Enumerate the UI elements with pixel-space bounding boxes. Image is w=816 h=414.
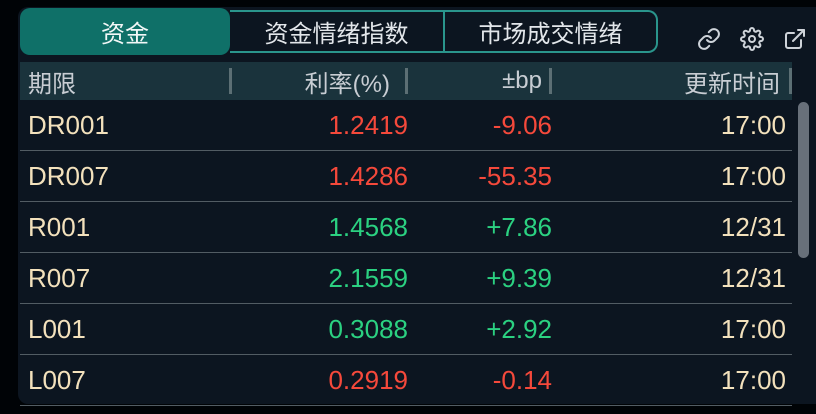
bp-change-cell: -9.06 <box>492 109 552 140</box>
bp-change-cell: +2.92 <box>486 313 552 344</box>
column-header: 利率(%) <box>232 62 408 100</box>
term-cell: L007 <box>28 364 86 395</box>
inactive-tabs-group: 资金情绪指数 市场成交情绪 <box>230 10 658 53</box>
table-header: 期限 利率(%) ±bp 更新时间 <box>20 62 792 100</box>
table-row[interactable]: L001 0.3088 +2.92 17:00 <box>20 304 792 355</box>
gear-icon[interactable] <box>740 27 764 51</box>
term-cell: DR007 <box>28 160 109 191</box>
rate-cell: 1.4568 <box>328 211 408 242</box>
column-header: 期限 <box>20 62 232 100</box>
update-time-cell: 12/31 <box>720 262 786 293</box>
external-link-icon[interactable] <box>783 27 807 51</box>
table-row[interactable]: R007 2.1559 +9.39 12/31 <box>20 253 792 304</box>
link-icon[interactable] <box>697 27 721 51</box>
table-row[interactable]: L007 0.2919 -0.14 17:00 <box>20 355 792 406</box>
table-row[interactable]: DR007 1.4286 -55.35 17:00 <box>20 151 792 202</box>
rate-cell: 0.3088 <box>328 313 408 344</box>
tab-funds[interactable]: 资金 <box>20 8 230 55</box>
table-row[interactable]: R001 1.4568 +7.86 12/31 <box>20 202 792 253</box>
table-body: DR001 1.2419 -9.06 17:00 DR007 1.4286 -55.35 17… <box>20 100 792 406</box>
toolbar-icons <box>697 27 807 51</box>
bp-change-cell: +7.86 <box>486 211 552 242</box>
vertical-scrollbar[interactable] <box>798 102 809 258</box>
rate-cell: 2.1559 <box>328 262 408 293</box>
term-cell: DR001 <box>28 109 109 140</box>
update-time-cell: 17:00 <box>720 364 786 395</box>
term-cell: R007 <box>28 262 91 293</box>
rate-cell: 1.2419 <box>328 109 408 140</box>
term-cell: L001 <box>28 313 86 344</box>
tab-market-trading-sentiment[interactable]: 市场成交情绪 <box>443 12 656 51</box>
rates-widget-panel: 资金 资金情绪指数 市场成交情绪 期限 利率(%) ±bp 更新时间 DR001 1 <box>18 7 816 406</box>
term-cell: R001 <box>28 211 91 242</box>
bp-change-cell: +9.39 <box>486 262 552 293</box>
update-time-cell: 17:00 <box>720 313 786 344</box>
rate-cell: 1.4286 <box>328 160 408 191</box>
update-time-cell: 17:00 <box>720 160 786 191</box>
tab-bar: 资金 资金情绪指数 市场成交情绪 <box>20 8 658 55</box>
bp-change-cell: -0.14 <box>492 364 552 395</box>
column-header: 更新时间 <box>552 62 792 100</box>
update-time-cell: 12/31 <box>720 211 786 242</box>
column-header: ±bp <box>408 62 552 100</box>
rate-cell: 0.2919 <box>328 364 408 395</box>
tab-funds-sentiment-index[interactable]: 资金情绪指数 <box>264 21 409 48</box>
update-time-cell: 17:00 <box>720 109 786 140</box>
table-row[interactable]: DR001 1.2419 -9.06 17:00 <box>20 100 792 151</box>
bp-change-cell: -55.35 <box>478 160 552 191</box>
